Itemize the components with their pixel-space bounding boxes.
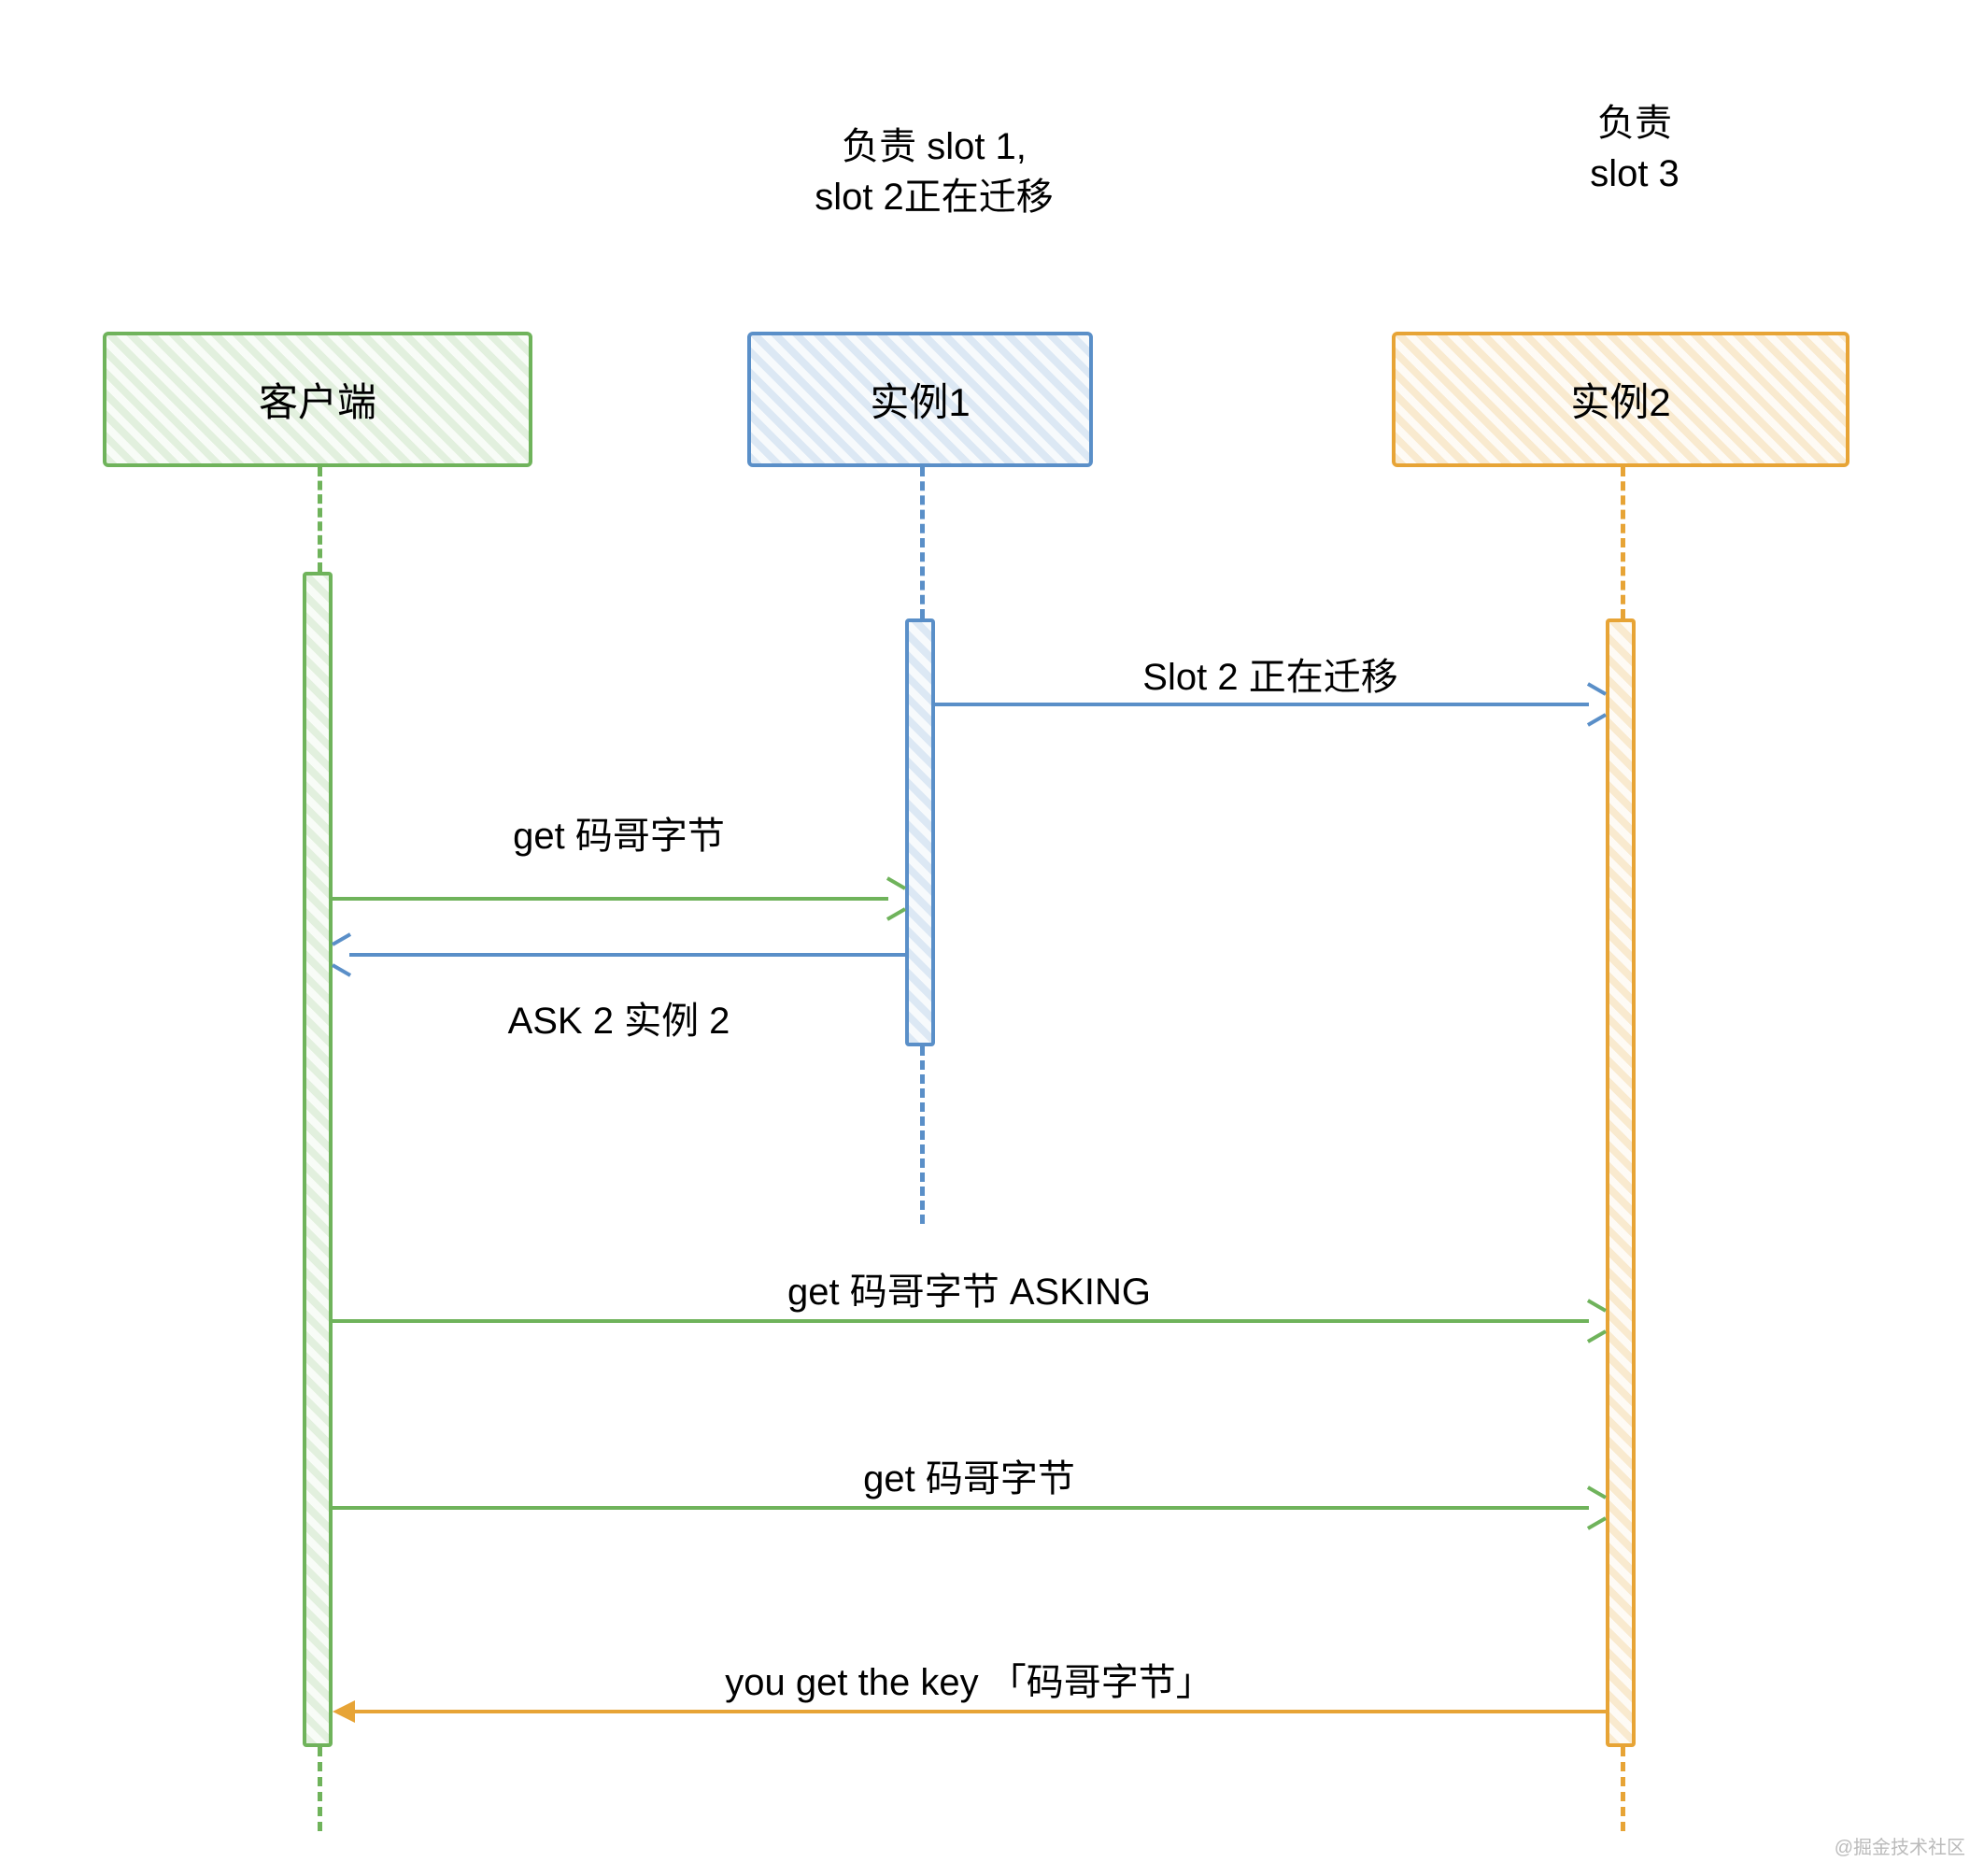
msg-you-get-key-line [355, 1710, 1606, 1713]
msg-ask-redirect-head [333, 943, 353, 967]
watermark: @掘金技术社区 [1835, 1832, 1965, 1859]
participant-instance1-label: 实例1 [870, 371, 970, 428]
msg-get-key-asking-head [1585, 1309, 1606, 1333]
annotation-instance1: 负责 slot 1, slot 2正在迁移 [719, 121, 1149, 222]
msg-get-key-1-line [333, 897, 888, 901]
msg-get-key-asking-label: get 码哥字节 ASKING [333, 1261, 1606, 1315]
lifeline-instance2-bottom [1621, 1747, 1625, 1831]
participant-instance1: 实例1 [747, 332, 1093, 467]
activation-client [303, 572, 333, 1747]
msg-get-key-asking-line [333, 1319, 1589, 1323]
msg-you-get-key-label: you get the key 「码哥字节」 [333, 1652, 1606, 1706]
msg-ask-redirect-label: ASK 2 实例 2 [333, 990, 905, 1045]
annotation-instance2: 负责 slot 3 [1495, 98, 1775, 199]
msg-you-get-key-head [333, 1700, 355, 1723]
activation-instance2 [1606, 618, 1636, 1747]
lifeline-instance1-bottom [920, 1046, 925, 1224]
lifeline-instance2-top [1621, 467, 1625, 618]
msg-get-key-2-line [333, 1506, 1589, 1510]
msg-ask-redirect-line [349, 953, 905, 957]
participant-instance2: 实例2 [1392, 332, 1849, 467]
msg-slot2-migrating-head: .a1r::before,.a1r::after{border-color:#5… [1585, 692, 1606, 717]
msg-get-key-2-label: get 码哥字节 [333, 1448, 1606, 1502]
participant-instance2-label: 实例2 [1570, 371, 1670, 428]
msg-slot2-migrating-line [935, 703, 1589, 706]
msg-get-key-2-head [1585, 1496, 1606, 1520]
lifeline-client-bottom [318, 1747, 322, 1831]
sequence-diagram: 负责 slot 1, slot 2正在迁移 负责 slot 3 客户端 实例1 … [0, 0, 1984, 1876]
msg-get-key-1-head [885, 887, 905, 911]
lifeline-client-top [318, 467, 322, 572]
lifeline-instance1-top [920, 467, 925, 618]
activation-instance1 [905, 618, 935, 1046]
msg-slot2-migrating-label: Slot 2 正在迁移 [935, 647, 1606, 701]
participant-client-label: 客户端 [259, 371, 376, 428]
msg-get-key-1-label: get 码哥字节 [333, 805, 905, 860]
participant-client: 客户端 [103, 332, 532, 467]
